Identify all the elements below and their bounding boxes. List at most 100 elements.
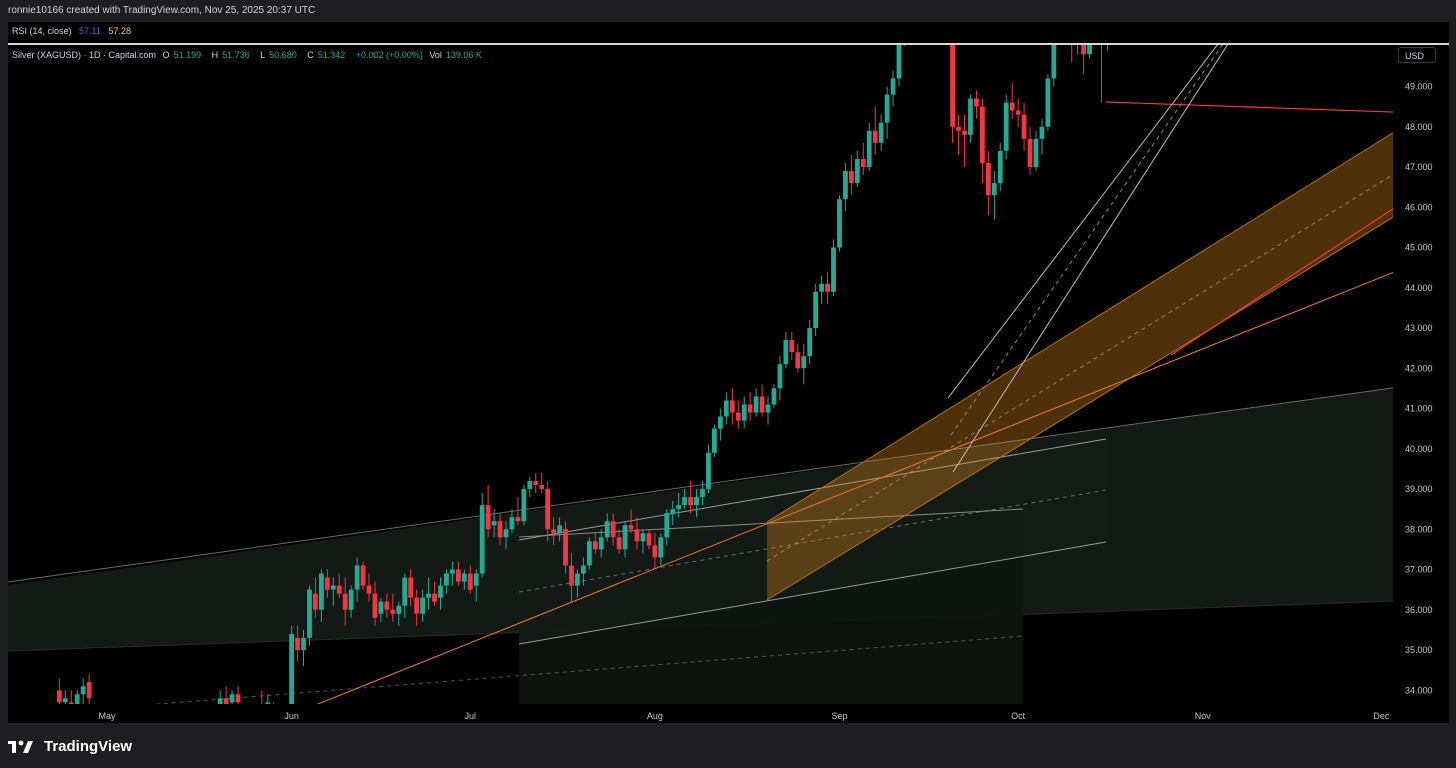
candle-body-133 — [1003, 102, 1009, 151]
change-value: +0.002 (+0.00%) — [355, 50, 423, 60]
y-tick-label-18: 37.000 — [1405, 565, 1433, 575]
candle-body-48 — [497, 521, 503, 538]
candle-body-36 — [426, 593, 431, 598]
candle-body-129 — [979, 106, 985, 163]
candle-body-84 — [712, 428, 717, 453]
candle-body-127 — [968, 98, 973, 135]
candle-body-23 — [348, 589, 354, 610]
price-chart[interactable]: 49.000 48.000 47.000 46.000 45.000 44.000 43.0… — [8, 22, 1449, 723]
candle-body-57 — [551, 529, 557, 534]
candle-body-94 — [771, 388, 777, 405]
candle-body-138 — [1033, 138, 1039, 167]
tradingview-wordmark: TradingView — [44, 737, 133, 755]
tradingview-logo-icon — [8, 740, 33, 753]
low-value: 50.680 — [269, 50, 297, 60]
high-value: 51.736 — [222, 50, 250, 60]
candle-body-38 — [438, 585, 443, 598]
candle-body-77 — [670, 509, 676, 514]
candle-body-141 — [1051, 45, 1057, 79]
candle-body-131 — [991, 183, 997, 196]
chart-area[interactable]: 49.000 48.000 47.000 46.000 45.000 44.000 43.0… — [8, 22, 1449, 723]
high-label: H — [211, 50, 219, 60]
candle-body-115 — [896, 45, 902, 79]
candle-body-126 — [962, 130, 967, 135]
orange-channel-top — [766, 132, 1393, 523]
candle-body-20 — [330, 585, 336, 590]
candle-body-17 — [313, 593, 318, 610]
candle-body-8 — [229, 694, 235, 703]
candle-body-5 — [86, 682, 92, 699]
open-label: O — [162, 50, 170, 60]
candle-body-146 — [1081, 45, 1087, 55]
candle-body-34 — [414, 597, 420, 614]
candle-body-30 — [390, 609, 396, 614]
candle-body-1 — [62, 698, 68, 703]
candle-body-137 — [1027, 138, 1033, 167]
y-tick-label-20: 35.000 — [1405, 645, 1433, 655]
candle-body-9 — [235, 694, 241, 703]
candle-body-39 — [444, 573, 449, 586]
candle-body-98 — [795, 352, 801, 369]
candle-body-37 — [432, 593, 437, 602]
candle-body-40 — [449, 569, 455, 574]
y-tick-label-7: 48.000 — [1405, 122, 1433, 132]
candle-body-83 — [706, 452, 711, 489]
candle-body-28 — [378, 601, 384, 614]
candle-body-35 — [420, 597, 426, 614]
candle-body-47 — [491, 521, 497, 526]
candle-body-45 — [479, 505, 485, 574]
y-tick-label-6: 49.000 — [1405, 82, 1433, 92]
candle-body-78 — [676, 505, 682, 510]
candle-body-69 — [622, 525, 628, 550]
candle-body-43 — [467, 573, 473, 590]
grey-channel-mid — [518, 489, 1107, 593]
candle-body-51 — [515, 517, 521, 522]
orange-trendline — [316, 271, 1393, 704]
candle-body-2 — [68, 702, 74, 704]
candle-body-46 — [485, 505, 491, 530]
range-box-top — [518, 508, 1024, 538]
y-tick-label-10: 45.000 — [1405, 243, 1433, 253]
symbol-legend: Silver (XAGUSD) · 1D · Capital.com O 51.1… — [12, 49, 490, 61]
candle-body-76 — [664, 513, 670, 538]
candle-body-54 — [533, 480, 539, 485]
red-resistance-line — [1105, 101, 1393, 113]
candle-body-109 — [860, 158, 866, 167]
currency-button[interactable]: USD — [1398, 47, 1436, 63]
candle-body-63 — [586, 541, 592, 566]
candle-body-80 — [688, 497, 693, 506]
candle-body-106 — [843, 171, 848, 200]
close-label: C — [307, 50, 314, 60]
candle-body-90 — [747, 404, 753, 413]
candle-body-74 — [652, 545, 658, 558]
candle-body-125 — [956, 126, 961, 131]
x-tick-label-0: May — [98, 711, 116, 721]
tradingview-logo: TradingView — [8, 735, 132, 757]
candle-body-55 — [539, 484, 545, 489]
y-tick-label-21: 34.000 — [1405, 685, 1433, 695]
y-tick-label-12: 43.000 — [1405, 323, 1433, 333]
candle-body-110 — [866, 130, 872, 167]
candle-body-3 — [74, 694, 80, 704]
volume-value: 139.06 K — [445, 50, 482, 60]
y-tick-label-8: 47.000 — [1405, 162, 1433, 172]
grey-channel-bottom — [518, 541, 1107, 645]
y-tick-label-19: 36.000 — [1405, 605, 1433, 615]
candle-body-107 — [848, 171, 854, 184]
candle-body-108 — [854, 158, 860, 184]
x-tick-label-3: Aug — [647, 711, 663, 721]
plot-area — [8, 45, 1393, 704]
candle-body-99 — [801, 356, 807, 369]
candle-body-25 — [360, 565, 366, 586]
candle-body-14 — [295, 637, 300, 650]
pane-divider[interactable] — [8, 43, 1449, 45]
rsi-pane[interactable]: RSI (14, close) 57.11 57.28 — [8, 22, 1449, 42]
x-tick-label-7: Dec — [1373, 711, 1390, 721]
candle-body-33 — [408, 577, 414, 598]
candle-body-0 — [56, 690, 62, 703]
candle-body-42 — [461, 573, 467, 582]
candle-body-86 — [723, 400, 729, 417]
candle-body-128 — [974, 98, 979, 107]
y-tick-label-13: 42.000 — [1405, 363, 1433, 373]
steep-channel-bottom — [952, 45, 1228, 473]
